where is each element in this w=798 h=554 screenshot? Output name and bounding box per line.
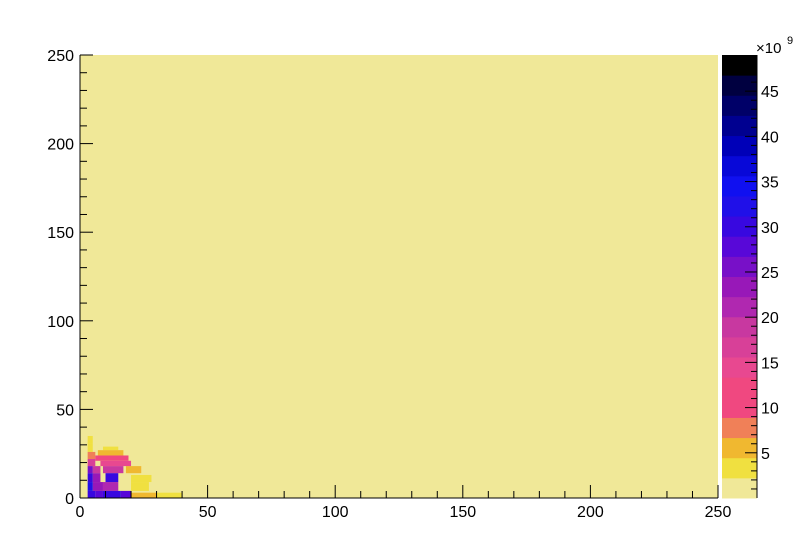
color-scale-band xyxy=(722,357,757,378)
heatmap-cell xyxy=(102,482,119,491)
heatmap-cell xyxy=(92,466,101,474)
color-scale-band xyxy=(722,55,757,76)
color-scale-tick-label: 5 xyxy=(761,446,770,463)
color-scale-band xyxy=(722,256,757,277)
color-scale-band xyxy=(722,377,757,398)
color-scale-tick-label: 15 xyxy=(761,355,779,372)
heatmap-cell xyxy=(92,473,101,483)
heatmap-cell xyxy=(102,446,119,451)
color-scale-band xyxy=(722,115,757,137)
color-scale-band xyxy=(722,216,757,237)
heatmap-cell xyxy=(87,443,93,452)
heatmap-cell xyxy=(95,490,103,498)
color-scale-multiplier: ×10 xyxy=(756,40,781,57)
heatmap-cells xyxy=(80,55,718,498)
color-scale-band xyxy=(722,336,757,358)
heatmap-cell xyxy=(95,455,129,461)
heatmap-cell xyxy=(87,435,93,444)
heatmap-cell xyxy=(87,451,96,460)
y-tick-label: 0 xyxy=(65,491,74,508)
heatmap-cell xyxy=(102,466,124,474)
color-scale-band xyxy=(722,155,757,177)
color-scale-band xyxy=(722,75,757,96)
color-scale-band xyxy=(722,417,757,439)
color-scale-band xyxy=(722,236,757,257)
y-tick-label: 50 xyxy=(56,402,74,419)
color-scale-band xyxy=(722,296,757,318)
heatmap-cell xyxy=(97,450,124,456)
heatmap-cell xyxy=(100,460,132,467)
color-scale-band xyxy=(722,477,757,499)
color-scale-band xyxy=(722,135,757,157)
heatmap-cell xyxy=(92,482,103,491)
y-tick-label: 250 xyxy=(47,48,74,65)
heatmap-cell xyxy=(87,482,93,491)
heatmap-cell xyxy=(105,473,119,483)
color-scale-band xyxy=(722,195,757,217)
heatmap-cell xyxy=(125,466,142,474)
y-axis: 0 50 100 150 200 250 xyxy=(47,48,93,508)
heatmap-cell xyxy=(87,466,93,474)
heatmap-cell xyxy=(120,490,132,498)
heatmap-cell xyxy=(87,459,96,467)
x-tick-label: 250 xyxy=(705,504,732,521)
color-scale-band xyxy=(722,175,757,197)
heatmap-cell xyxy=(87,490,96,498)
heatmap-cell xyxy=(131,482,149,491)
x-tick-label: 0 xyxy=(76,504,85,521)
heatmap-cell xyxy=(156,492,183,498)
x-tick-label: 200 xyxy=(577,504,604,521)
y-tick-label: 150 xyxy=(47,225,74,242)
x-tick-label: 150 xyxy=(449,504,476,521)
x-tick-label: 100 xyxy=(322,504,349,521)
color-scale-tick-label: 25 xyxy=(761,265,779,282)
plot-frame xyxy=(79,55,718,499)
color-scale-band xyxy=(722,397,757,418)
heatmap-cell xyxy=(131,474,152,483)
color-scale-tick-label: 10 xyxy=(761,401,779,418)
color-scale: 5 10 15 20 25 30 35 40 45 xyxy=(722,55,779,499)
color-scale-band xyxy=(722,437,757,459)
heatmap-cell xyxy=(102,490,121,498)
color-scale-band xyxy=(722,316,757,338)
color-scale-band xyxy=(722,95,757,116)
color-scale-band xyxy=(722,276,757,298)
x-tick-label: 50 xyxy=(199,504,217,521)
color-scale-tick-label: 40 xyxy=(761,129,779,146)
y-tick-label: 100 xyxy=(47,314,74,331)
plot-background xyxy=(80,55,718,498)
color-scale-tick-label: 20 xyxy=(761,310,779,327)
heatmap-cell xyxy=(131,492,157,498)
color-scale-exponent: 9 xyxy=(787,35,793,47)
y-tick-label: 200 xyxy=(47,137,74,154)
color-scale-band xyxy=(722,457,757,479)
color-scale-tick-label: 45 xyxy=(761,84,779,101)
color-scale-tick-label: 30 xyxy=(761,220,779,237)
heatmap-cell xyxy=(87,473,93,483)
x-axis: 0 50 100 150 200 250 xyxy=(76,485,732,521)
color-scale-tick-label: 35 xyxy=(761,175,779,192)
